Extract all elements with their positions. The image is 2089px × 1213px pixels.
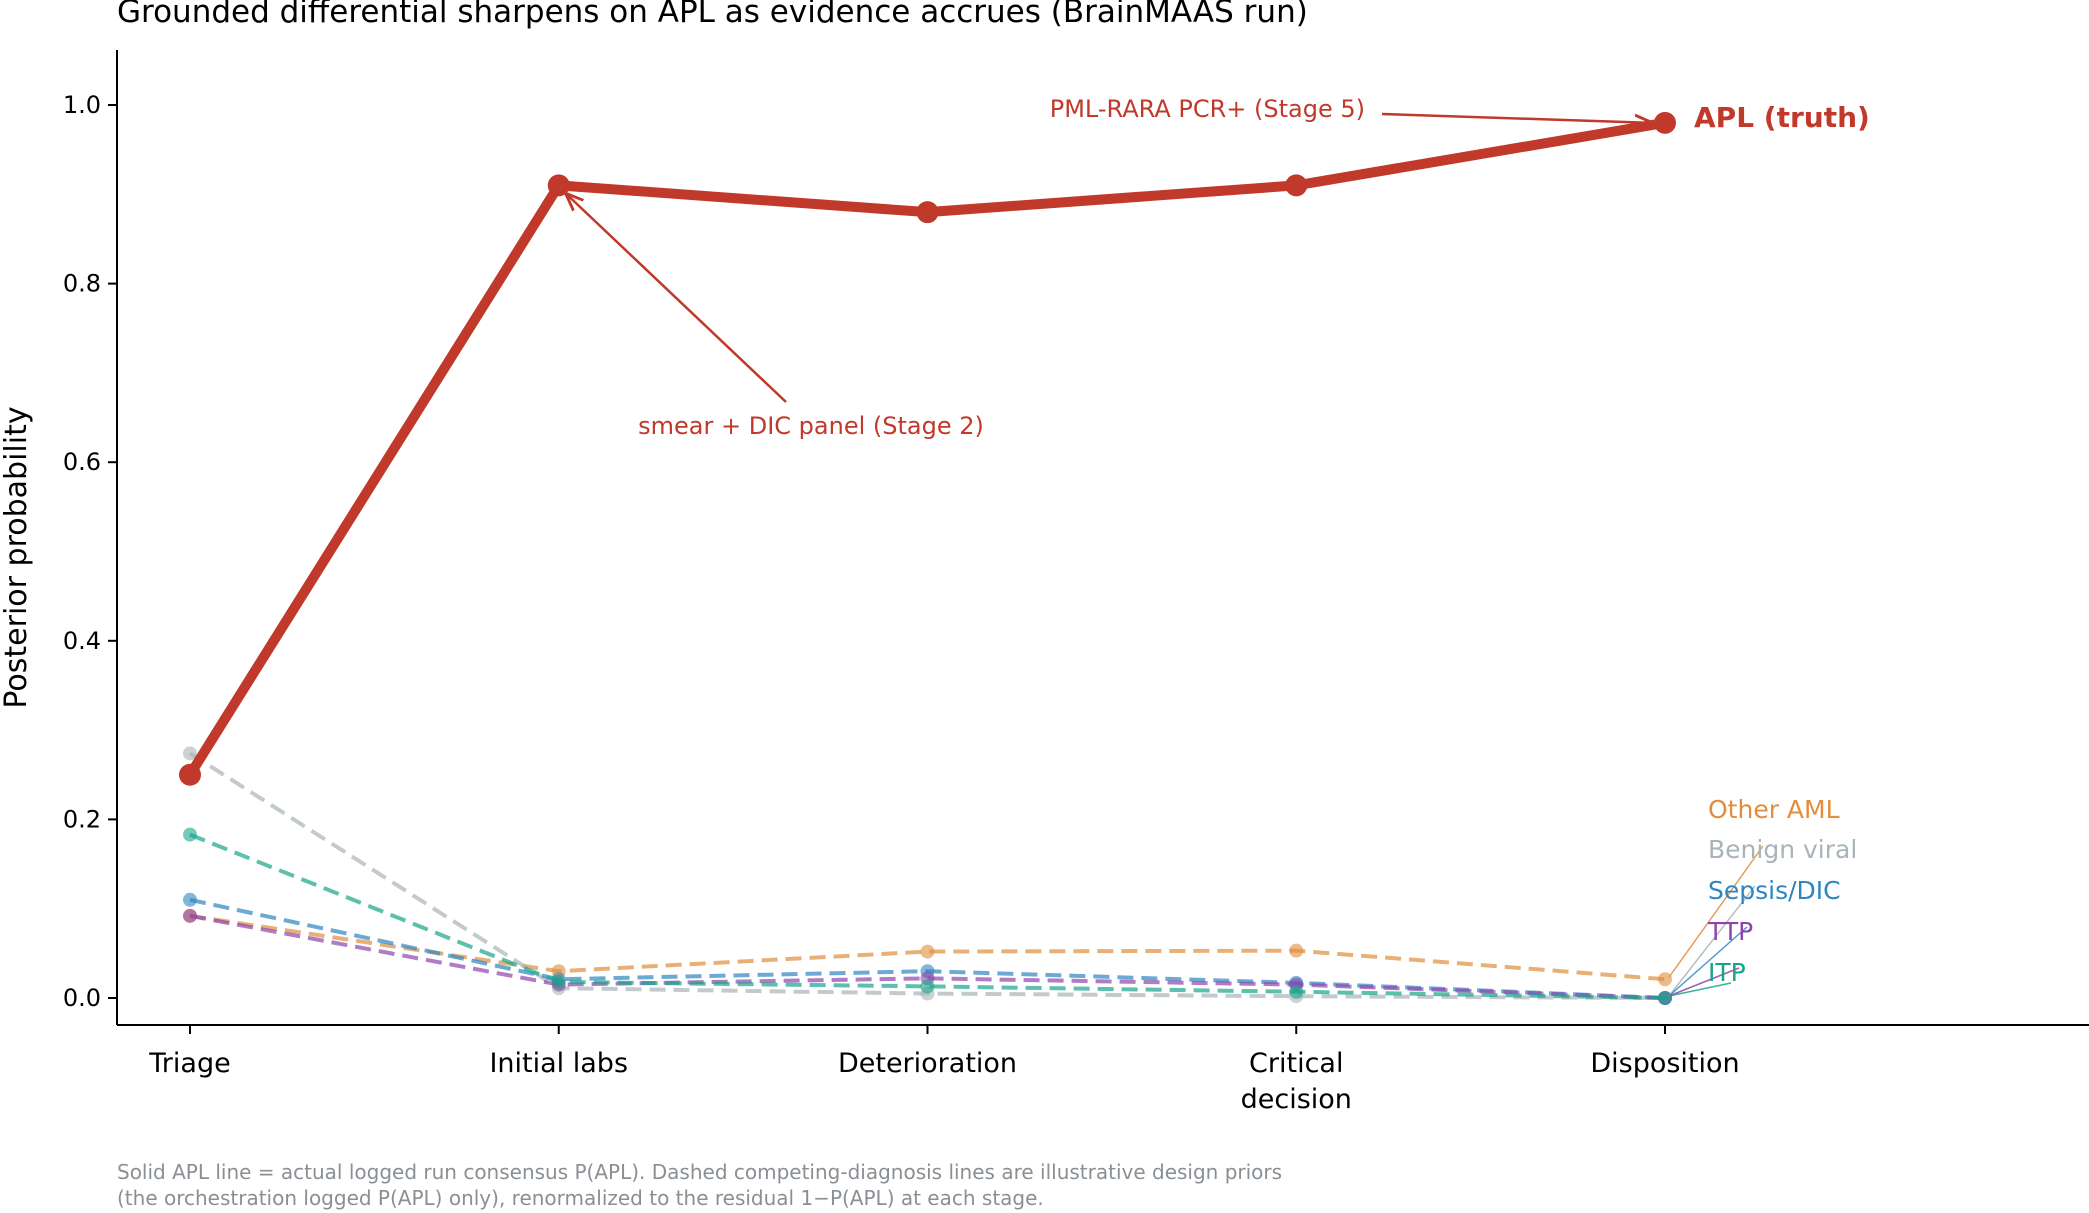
y-tick-label: 0.2: [63, 805, 101, 833]
y-tick-label: 0.0: [63, 984, 101, 1012]
annotation-stage5: PML-RARA PCR+ (Stage 5): [1050, 95, 1365, 123]
annotation-arrow-stage5: [1381, 112, 1651, 123]
data-point-itp: [551, 974, 566, 989]
data-point-other-aml: [1658, 972, 1672, 987]
leader-line: [1668, 885, 1756, 997]
data-point-other-aml: [1289, 943, 1304, 958]
y-tick-label: 1.0: [63, 91, 101, 119]
data-point-apl: [916, 201, 939, 224]
leader-line: [1668, 845, 1764, 978]
x-tick-label: Critical: [1249, 1048, 1343, 1079]
y-tick-label: 0.4: [63, 627, 101, 655]
series-label-benign-viral: Benign viral: [1708, 835, 1857, 864]
annotation-stage2: smear + DIC panel (Stage 2): [638, 412, 984, 440]
x-tick-label: Deterioration: [838, 1048, 1017, 1079]
series-line-ttp: [189, 913, 1666, 1000]
x-tick-label: Disposition: [1590, 1048, 1739, 1079]
annotation-arrow-stage2: [567, 194, 787, 403]
chart-title: Grounded differential sharpens on APL as…: [117, 0, 1308, 30]
data-point-benign-viral: [183, 746, 197, 761]
series-label-other-aml: Other AML: [1708, 795, 1840, 824]
footnote-line-1: Solid APL line = actual logged run conse…: [117, 1160, 1283, 1184]
data-point-apl: [547, 174, 570, 197]
data-point-apl: [1654, 111, 1676, 134]
x-tick-label: decision: [1241, 1084, 1352, 1115]
data-point-itp: [920, 979, 935, 994]
leader-line: [1668, 926, 1748, 997]
data-point-ttp: [183, 908, 197, 923]
data-point-other-aml: [920, 944, 935, 959]
series-label-apl: APL (truth): [1694, 101, 1870, 134]
y-tick-label: 0.8: [63, 270, 101, 298]
y-axis-label: Posterior probability: [0, 406, 34, 708]
leader-line: [1668, 982, 1732, 997]
y-tick-label: 0.6: [63, 448, 101, 476]
series-line-itp: [189, 832, 1666, 1000]
data-point-apl: [179, 763, 201, 786]
data-point-itp: [1289, 984, 1304, 999]
data-point-itp: [183, 827, 197, 842]
leader-line: [1668, 967, 1740, 997]
series-label-itp: ITP: [1708, 958, 1746, 987]
data-point-itp: [1658, 991, 1672, 1005]
series-label-sepsis-dic: Sepsis/DIC: [1708, 876, 1841, 905]
data-point-apl: [1285, 174, 1308, 197]
series-label-ttp: TTP: [1707, 917, 1753, 946]
footnote-line-2: (the orchestration logged P(APL) only), …: [117, 1186, 1044, 1210]
x-tick-label: Triage: [148, 1048, 230, 1079]
data-point-sepsis-dic: [183, 892, 197, 907]
x-tick-label: Initial labs: [489, 1048, 628, 1079]
